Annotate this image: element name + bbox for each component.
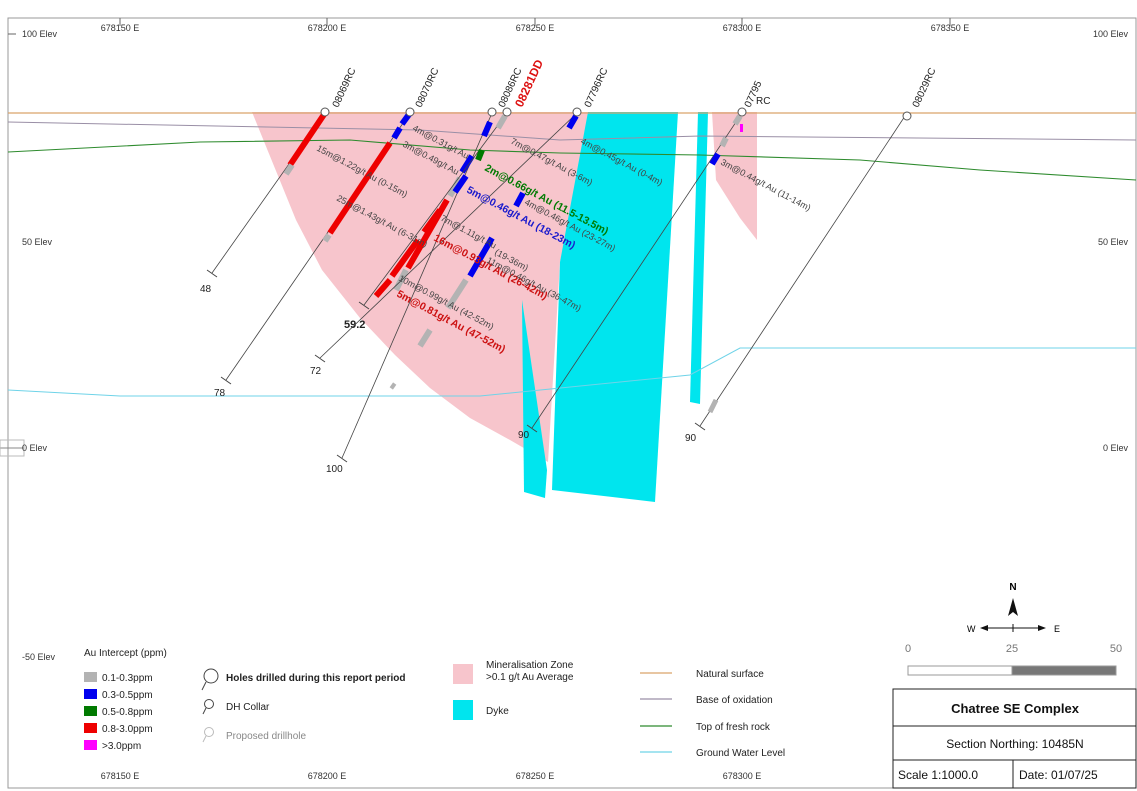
legend-item: >0.1 g/t Au Average xyxy=(486,672,574,683)
scale-tick-label: 25 xyxy=(1006,643,1018,655)
easting-label: 678150 E xyxy=(101,771,140,781)
title-block-section: Section Northing: 10485N xyxy=(946,737,1083,751)
title-block-scale: Scale 1:1000.0 xyxy=(898,768,978,782)
elevation-label: 0 Elev xyxy=(22,443,48,453)
north-arrow-icon xyxy=(1008,598,1018,616)
dyke-body xyxy=(522,300,547,498)
legend-hole-symbols: Holes drilled during this report period … xyxy=(201,668,405,743)
legend-swatch xyxy=(84,723,97,733)
legend-item: 0.3-0.5ppm xyxy=(102,690,153,701)
easting-label: 678200 E xyxy=(308,23,347,33)
elevation-label: 100 Elev xyxy=(1093,29,1129,39)
legend-item: DH Collar xyxy=(226,702,270,713)
legend-swatch xyxy=(453,664,473,684)
elevation-label: 100 Elev xyxy=(22,29,58,39)
legend-zones: Mineralisation Zone >0.1 g/t Au Average … xyxy=(453,660,574,720)
sample-marker xyxy=(740,124,743,132)
elevation-label: -50 Elev xyxy=(22,652,56,662)
hole-id-label: 08070RC xyxy=(414,66,442,109)
easting-label: 678350 E xyxy=(931,23,970,33)
legend-lines: Natural surface Base of oxidation Top of… xyxy=(640,669,785,759)
legend-swatch xyxy=(453,700,473,720)
legend-item: Ground Water Level xyxy=(696,748,785,759)
legend-swatch xyxy=(84,689,97,699)
legend-swatch xyxy=(84,706,97,716)
base-of-oxidation-line xyxy=(7,121,1137,141)
legend-item: 0.1-0.3ppm xyxy=(102,673,153,684)
title-block-date: Date: 01/07/25 xyxy=(1019,768,1098,782)
elevation-label: 50 Elev xyxy=(22,237,53,247)
legend-title: Au Intercept (ppm) xyxy=(84,648,167,659)
easting-label: 678250 E xyxy=(516,23,555,33)
dyke-body xyxy=(690,112,708,404)
grid-elevations: 100 Elev 50 Elev 0 Elev -50 Elev 100 Ele… xyxy=(0,29,1128,662)
west-label: W xyxy=(967,624,976,634)
legend-item: 0.8-3.0ppm xyxy=(102,724,153,735)
legend-item: Mineralisation Zone xyxy=(486,660,574,671)
legend-item: Top of fresh rock xyxy=(696,722,771,733)
legend-au-intercept: Au Intercept (ppm) 0.1-0.3ppm 0.3-0.5ppm… xyxy=(84,648,167,752)
sample-marker xyxy=(389,382,397,390)
legend-item: Holes drilled during this report period xyxy=(226,673,405,684)
legend-item: >3.0ppm xyxy=(102,741,141,752)
drillhole-07795RC: 07795 RC 90 xyxy=(518,79,770,441)
legend-swatch xyxy=(84,672,97,682)
hole-depth-label: 100 xyxy=(326,464,343,475)
elevation-label: 50 Elev xyxy=(1098,237,1129,247)
elevation-label: 0 Elev xyxy=(1103,443,1129,453)
title-block-title: Chatree SE Complex xyxy=(951,701,1080,716)
ground-water-level-line xyxy=(7,347,1136,397)
scale-bar: 0 25 50 xyxy=(905,643,1122,676)
hole-depth-label: 48 xyxy=(200,284,212,295)
hole-depth-label: 72 xyxy=(310,366,322,377)
hole-id-label: 08029RC xyxy=(911,66,939,109)
hole-id-suffix-label: RC xyxy=(756,96,770,107)
easting-label: 678150 E xyxy=(101,23,140,33)
hole-depth-label: 78 xyxy=(214,388,226,399)
top-of-fresh-rock-line xyxy=(7,139,1137,181)
legend-item: Dyke xyxy=(486,706,509,717)
title-block: Chatree SE Complex Section Northing: 104… xyxy=(892,688,1137,789)
north-arrow: N W E xyxy=(967,582,1060,634)
legend-item: Proposed drillhole xyxy=(226,731,306,742)
mineralisation-zone xyxy=(252,112,600,462)
dyke-body xyxy=(552,112,678,502)
hole-id-label: 07796RC xyxy=(583,66,611,109)
scale-tick-label: 0 xyxy=(905,643,911,655)
hole-depth-label: 90 xyxy=(518,430,530,441)
legend-swatch xyxy=(84,740,97,750)
hole-depth-label: 90 xyxy=(685,433,697,444)
legend-item: 0.5-0.8ppm xyxy=(102,707,153,718)
north-label: N xyxy=(1009,582,1016,593)
east-label: E xyxy=(1054,624,1060,634)
scale-tick-label: 50 xyxy=(1110,643,1122,655)
map-frame xyxy=(7,17,1137,789)
grid-eastings-top: 678150 E 678200 E 678250 E 678300 E 6783… xyxy=(101,18,970,33)
easting-label: 678300 E xyxy=(723,771,762,781)
legend-item: Natural surface xyxy=(696,669,764,680)
easting-label: 678300 E xyxy=(723,23,762,33)
legend-item: Base of oxidation xyxy=(696,695,773,706)
hole-id-label: 08069RC xyxy=(331,66,359,109)
grid-eastings-bottom: 678150 E 678200 E 678250 E 678300 E xyxy=(101,771,762,781)
easting-label: 678250 E xyxy=(516,771,555,781)
easting-label: 678200 E xyxy=(308,771,347,781)
